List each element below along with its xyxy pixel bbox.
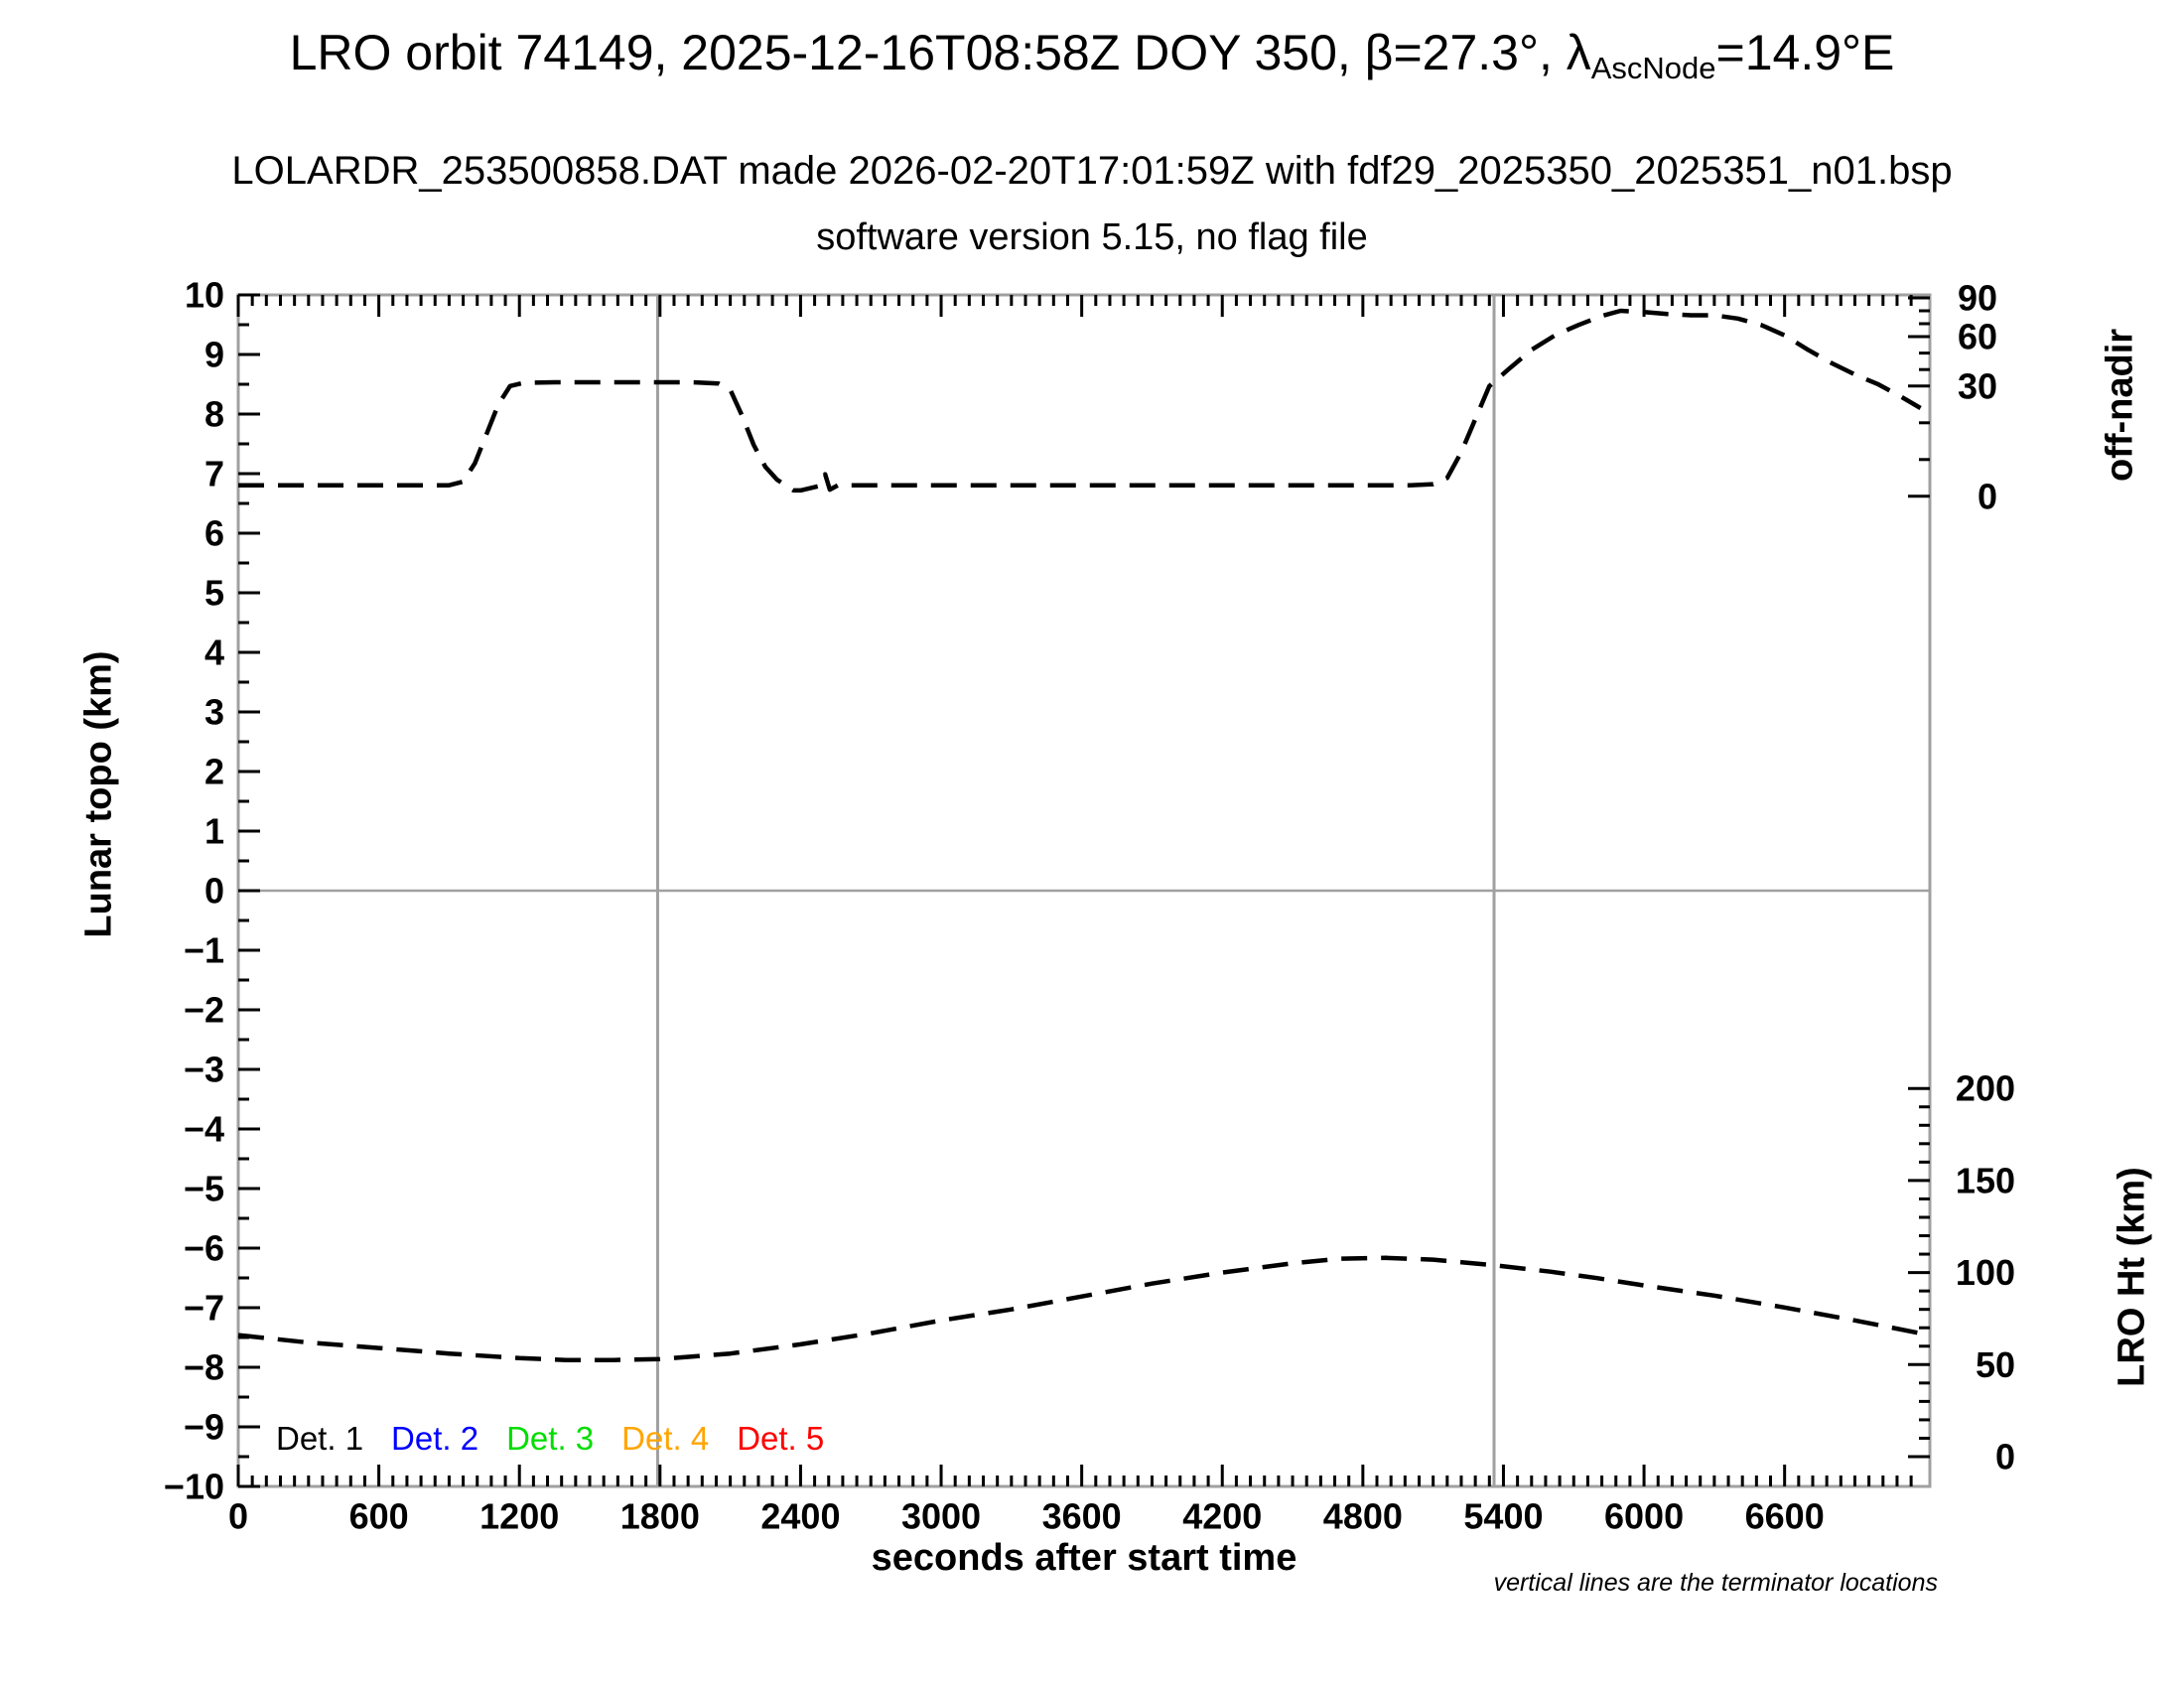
legend-item: Det. 4 bbox=[621, 1420, 710, 1457]
title-text-pre: LRO orbit 74149, 2025-12-16T08:58Z DOY 3… bbox=[289, 25, 1591, 80]
y-left-tick-label: 5 bbox=[205, 573, 224, 614]
x-tick-label: 4200 bbox=[1182, 1495, 1262, 1536]
y-left-tick-label: −2 bbox=[184, 990, 224, 1031]
legend-item: Det. 5 bbox=[737, 1420, 825, 1457]
right-bottom-axis-title: LRO Ht (km) bbox=[2111, 1167, 2153, 1387]
terminator-footnote: vertical lines are the terminator locati… bbox=[1493, 1569, 1938, 1597]
x-tick-label: 3000 bbox=[901, 1495, 981, 1536]
y-left-tick-label: 4 bbox=[205, 633, 224, 673]
y-left-tick-label: −10 bbox=[164, 1467, 224, 1507]
y-left-tick-label: −9 bbox=[184, 1407, 224, 1448]
x-tick-label: 1800 bbox=[620, 1495, 700, 1536]
y-left-tick-label: 8 bbox=[205, 394, 224, 435]
y-left-tick-label: −3 bbox=[184, 1050, 224, 1090]
detector-legend: Det. 1 Det. 2 Det. 3 Det. 4 Det. 5 bbox=[276, 1420, 824, 1458]
x-tick-label: 5400 bbox=[1463, 1495, 1543, 1536]
lro-ht-tick-label: 50 bbox=[1976, 1344, 2015, 1385]
y-left-tick-label: −6 bbox=[184, 1228, 224, 1269]
page-title: LRO orbit 74149, 2025-12-16T08:58Z DOY 3… bbox=[289, 24, 1895, 85]
y-left-tick-label: 9 bbox=[205, 335, 224, 375]
lro-ht-tick-label: 100 bbox=[1956, 1252, 2015, 1293]
y-left-tick-label: 6 bbox=[205, 513, 224, 554]
x-tick-label: 1200 bbox=[479, 1495, 559, 1536]
off-nadir-tick-label: 0 bbox=[1978, 476, 1997, 516]
title-text-post: =14.9°E bbox=[1715, 25, 1895, 80]
off-nadir-tick-label: 90 bbox=[1958, 278, 1997, 319]
y-left-tick-label: 1 bbox=[205, 811, 224, 852]
x-tick-label: 4800 bbox=[1323, 1495, 1403, 1536]
y-left-tick-label: −1 bbox=[184, 930, 224, 971]
off-nadir-curve bbox=[238, 308, 1922, 493]
y-left-tick-label: 3 bbox=[205, 692, 224, 733]
off-nadir-tick-label: 30 bbox=[1958, 365, 1997, 406]
lro-ht-tick-label: 200 bbox=[1956, 1068, 2015, 1109]
x-tick-label: 3600 bbox=[1042, 1495, 1122, 1536]
lro-ht-tick-label: 150 bbox=[1956, 1160, 2015, 1200]
y-left-tick-label: 7 bbox=[205, 454, 224, 494]
y-left-tick-label: −7 bbox=[184, 1288, 224, 1329]
legend-item: Det. 3 bbox=[506, 1420, 595, 1457]
y-left-tick-label: −4 bbox=[184, 1109, 224, 1150]
lro-ht-tick-label: 0 bbox=[1995, 1437, 2015, 1477]
off-nadir-tick-label: 60 bbox=[1958, 317, 1997, 357]
title-subscript: AscNode bbox=[1590, 50, 1716, 85]
y-left-tick-label: 10 bbox=[185, 275, 224, 316]
right-top-axis-title: off-nadir bbox=[2099, 328, 2141, 483]
legend-item: Det. 1 bbox=[276, 1420, 364, 1457]
left-axis-title: Lunar topo (km) bbox=[77, 650, 120, 938]
x-axis-title: seconds after start time bbox=[871, 1537, 1297, 1579]
x-tick-label: 6600 bbox=[1745, 1495, 1825, 1536]
subtitle-filename: LOLARDR_253500858.DAT made 2026-02-20T17… bbox=[231, 149, 1953, 193]
x-tick-label: 6000 bbox=[1604, 1495, 1684, 1536]
software-version-line: software version 5.15, no flag file bbox=[816, 216, 1368, 258]
lro-height-curve bbox=[237, 1255, 1922, 1362]
y-left-tick-label: 0 bbox=[205, 871, 224, 912]
x-tick-label: 0 bbox=[228, 1495, 248, 1536]
legend-item: Det. 2 bbox=[391, 1420, 479, 1457]
y-left-tick-label: 2 bbox=[205, 752, 224, 792]
x-tick-label: 2400 bbox=[760, 1495, 840, 1536]
x-tick-label: 600 bbox=[349, 1495, 409, 1536]
y-left-tick-label: −5 bbox=[184, 1169, 224, 1209]
y-left-tick-label: −8 bbox=[184, 1347, 224, 1388]
